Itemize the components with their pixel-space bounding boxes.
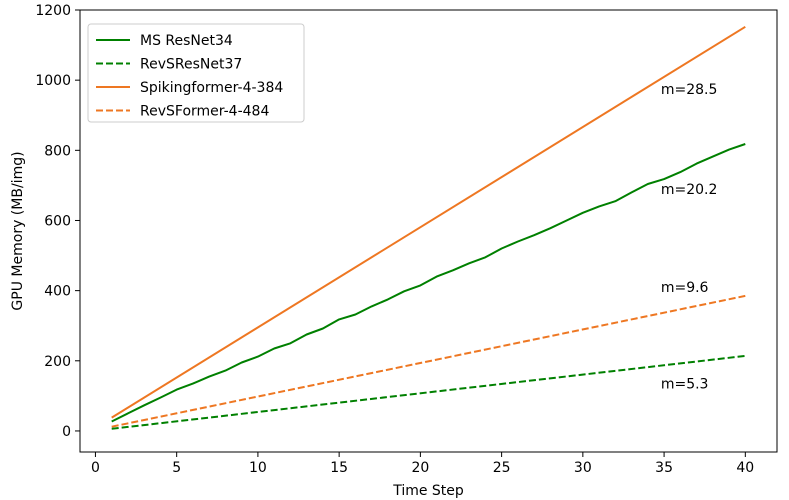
x-axis-label: Time Step (392, 483, 464, 499)
annotations: m=28.5 m=20.2 m=9.6 m=5.3 (661, 82, 718, 393)
plot-area-border (79, 9, 778, 453)
x-tick-label: 10 (249, 460, 267, 476)
x-tick-label: 0 (91, 460, 100, 476)
legend-box (87, 23, 305, 123)
y-tick-label: 1000 (35, 73, 71, 89)
legend-label: RevSFormer-4-484 (140, 104, 269, 120)
series-layer (111, 25, 746, 430)
slope-annotation: m=28.5 (661, 82, 718, 98)
y-tick-label: 0 (62, 424, 71, 440)
x-tick-label: 5 (172, 460, 181, 476)
y-tick-label: 200 (44, 354, 71, 370)
legend-label: Spikingformer-4-384 (140, 80, 283, 96)
x-tick-label: 30 (574, 460, 592, 476)
x-tick-label: 20 (411, 460, 429, 476)
slope-annotation: m=20.2 (661, 182, 718, 198)
x-tick-label: 40 (736, 460, 754, 476)
plot-frame (79, 9, 778, 453)
x-tick-label: 35 (655, 460, 673, 476)
y-axis-ticks: 0 200 400 600 800 1000 1200 (35, 3, 80, 440)
series-line-3 (111, 294, 746, 428)
y-tick-label: 600 (44, 213, 71, 229)
legend: MS ResNet34 RevSResNet37 Spikingformer-4-3… (87, 23, 305, 123)
x-tick-label: 25 (493, 460, 511, 476)
y-tick-label: 1200 (35, 3, 71, 19)
series-line-0 (111, 143, 746, 423)
legend-label: RevSResNet37 (140, 57, 242, 73)
series-line-1 (111, 354, 746, 430)
y-tick-label: 400 (44, 284, 71, 300)
slope-annotation: m=9.6 (661, 280, 709, 296)
slope-annotation: m=5.3 (661, 377, 709, 393)
x-tick-label: 15 (330, 460, 348, 476)
series-line-2 (111, 25, 746, 419)
legend-label: MS ResNet34 (140, 33, 233, 49)
x-axis-ticks: 0 5 10 15 20 25 30 35 40 (91, 452, 754, 476)
y-axis-label: GPU Memory (MB/img) (10, 151, 26, 310)
y-tick-label: 800 (44, 143, 71, 159)
